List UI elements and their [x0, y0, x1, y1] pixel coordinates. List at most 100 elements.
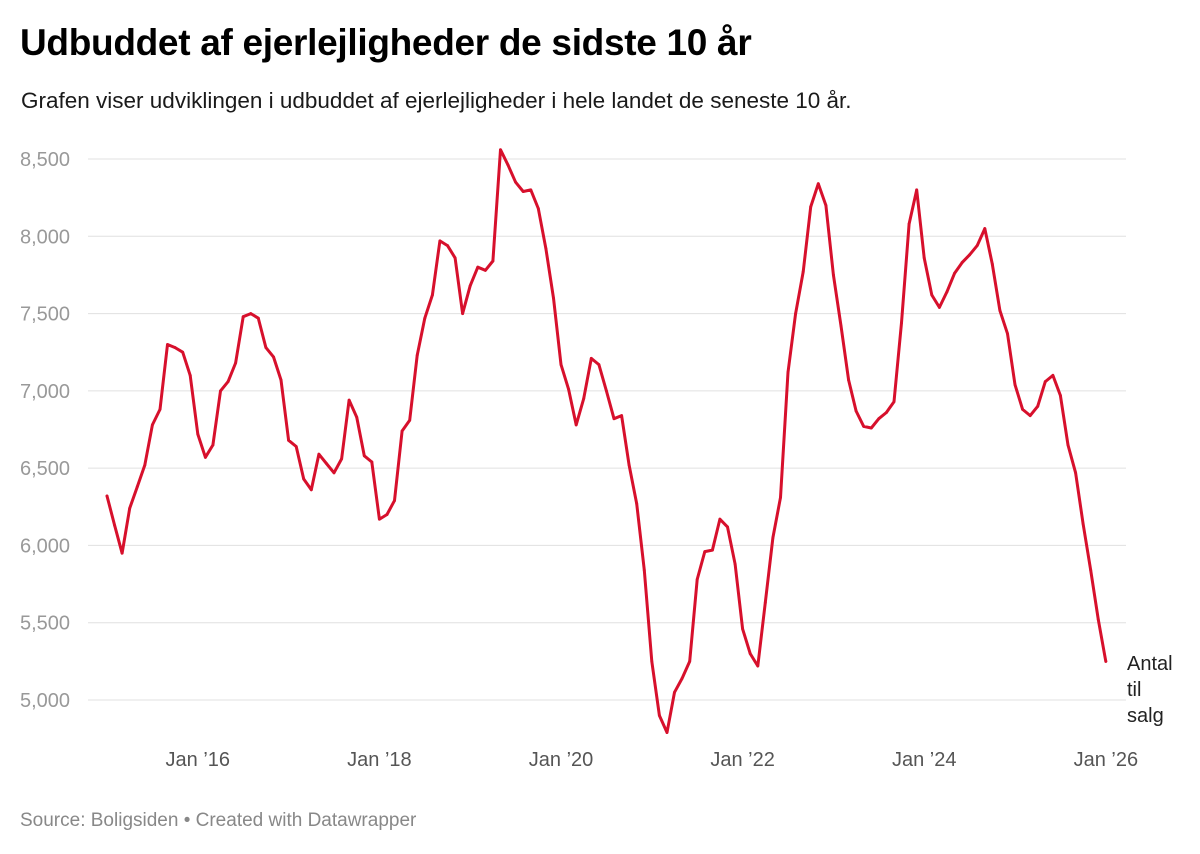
data-point [1013, 383, 1017, 387]
data-point [809, 205, 813, 209]
data-point [582, 397, 586, 400]
data-point [945, 290, 949, 294]
data-point [347, 398, 351, 402]
data-point [832, 273, 835, 277]
data-point [794, 312, 797, 315]
data-point [226, 380, 230, 383]
data-point [415, 353, 419, 357]
data-point [597, 363, 601, 366]
series-label-line: salg [1127, 705, 1164, 727]
data-point [151, 423, 154, 427]
data-point [612, 417, 616, 421]
data-point [264, 346, 268, 349]
data-point [680, 676, 684, 680]
data-point [816, 182, 820, 186]
data-point [589, 356, 593, 360]
data-point [294, 445, 298, 448]
data-point [862, 425, 866, 428]
series-line-antal-til-salg [105, 148, 1108, 734]
data-point [801, 270, 805, 274]
data-point [241, 315, 245, 319]
gridlines [88, 158, 1126, 701]
data-point [1051, 374, 1055, 377]
data-point [930, 293, 934, 297]
data-points [105, 148, 1108, 734]
data-point [256, 316, 260, 320]
data-point [665, 731, 669, 734]
data-point [249, 312, 253, 315]
data-point [854, 409, 858, 413]
data-point [279, 378, 283, 382]
data-point [393, 499, 396, 503]
data-point [869, 426, 873, 430]
data-point [741, 627, 745, 631]
data-point [476, 265, 480, 269]
data-point [423, 316, 427, 320]
data-point [309, 488, 313, 492]
x-axis-ticks: Jan ’16 Jan ’18 Jan ’20 Jan ’22 Jan ’24 Jan ’… [166, 749, 1139, 771]
data-point [983, 227, 987, 230]
data-point [446, 244, 449, 247]
data-point [385, 513, 389, 516]
data-point [203, 455, 207, 459]
data-point [302, 477, 306, 481]
data-point [847, 378, 850, 382]
data-point [536, 207, 540, 210]
data-point [506, 163, 510, 167]
data-point [650, 659, 654, 663]
data-point [763, 601, 767, 605]
data-point [120, 551, 124, 555]
data-point [362, 454, 366, 458]
data-point [1066, 443, 1070, 447]
series-label-line: til [1127, 679, 1141, 701]
data-point [408, 418, 412, 422]
data-point [544, 247, 548, 251]
data-point [937, 305, 941, 309]
data-point [915, 188, 919, 192]
data-point [234, 361, 238, 365]
data-point [642, 568, 646, 572]
data-point [1006, 332, 1009, 336]
data-point [483, 268, 487, 272]
data-point [824, 203, 828, 207]
x-tick-label: Jan ’18 [347, 749, 412, 771]
series-label-line: Antal [1127, 653, 1173, 675]
data-point [688, 659, 692, 663]
data-point [453, 256, 457, 260]
data-point [1059, 394, 1062, 397]
data-point [219, 389, 222, 393]
data-point [1074, 471, 1077, 475]
data-point [438, 239, 442, 243]
data-point [135, 485, 139, 489]
data-point [771, 536, 775, 540]
data-point [552, 296, 555, 300]
data-point [325, 462, 328, 465]
data-point [726, 525, 729, 529]
x-tick-label: Jan ’22 [710, 749, 775, 771]
data-point [907, 222, 911, 226]
data-point [158, 408, 162, 411]
data-point [574, 423, 578, 427]
data-point [287, 438, 291, 442]
data-point [332, 471, 336, 475]
data-point [673, 690, 676, 694]
data-point [953, 271, 956, 275]
data-point [627, 463, 631, 467]
data-point [378, 517, 381, 521]
data-point [620, 414, 623, 417]
data-point [491, 259, 495, 263]
y-tick-label: 5,000 [20, 690, 70, 712]
data-point [188, 374, 192, 377]
data-point [695, 578, 699, 581]
data-point [733, 562, 737, 566]
y-axis-ticks: 5,000 5,500 6,000 6,500 7,000 7,500 8,000 8,500 [20, 149, 70, 712]
data-point [529, 188, 533, 192]
data-point [173, 346, 177, 349]
data-point [559, 363, 563, 366]
data-point [317, 452, 321, 456]
data-point [1036, 404, 1040, 408]
data-point [468, 284, 472, 288]
data-point [400, 429, 404, 433]
data-point [1021, 408, 1025, 411]
data-point [166, 343, 169, 346]
